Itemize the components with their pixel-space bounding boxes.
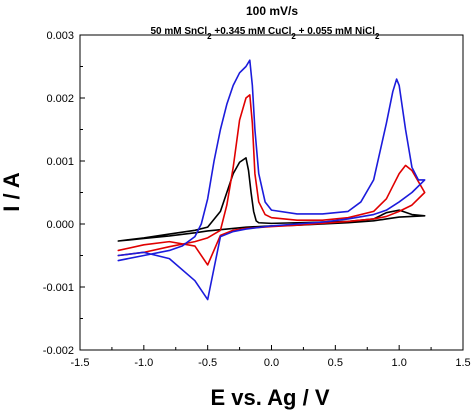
plot-area: -1.5 -1.0 -0.5 0.0 0.5 1.0 1.5 -0.002 -0.001 0.0…	[43, 30, 471, 369]
y-tick-label: 0.003	[46, 30, 74, 42]
x-tick-label: 1.5	[455, 357, 470, 369]
subtitle-part-1: 2	[207, 32, 212, 41]
x-tick-label: 1.0	[392, 357, 407, 369]
y-axis-label: I / A	[0, 172, 24, 212]
x-tick-label: 0.0	[264, 357, 279, 369]
subtitle-part-0: 50 mM SnCl	[150, 26, 207, 37]
series-line-1	[117, 94, 426, 266]
chart-title: 100 mV/s	[246, 4, 298, 18]
plot-frame	[79, 34, 464, 351]
series-layer	[117, 59, 426, 301]
subtitle-part-3: 2	[291, 32, 296, 41]
y-tick-label: -0.002	[43, 345, 74, 357]
subtitle-part-2: +0.345 mM CuCl	[212, 26, 292, 37]
y-tick-label: 0.000	[46, 219, 74, 231]
y-axis-ticks: -0.002 -0.001 0.000 0.001 0.002 0.003	[43, 30, 85, 357]
x-axis-ticks: -1.5 -1.0 -0.5 0.0 0.5 1.0 1.5	[71, 345, 471, 369]
subtitle-part-5: 2	[375, 32, 380, 41]
series-line-2	[117, 59, 426, 301]
x-tick-label: -1.5	[71, 357, 90, 369]
x-tick-label: -0.5	[198, 357, 217, 369]
x-tick-label: -1.0	[134, 357, 153, 369]
subtitle-part-4: + 0.055 mM NiCl	[296, 26, 375, 37]
x-tick-label: 0.5	[328, 357, 343, 369]
y-tick-label: 0.001	[46, 156, 74, 168]
x-axis-label: E vs. Ag / V	[210, 385, 329, 410]
y-tick-label: 0.002	[46, 93, 74, 105]
y-tick-label: -0.001	[43, 282, 74, 294]
chart-subtitle: 50 mM SnCl2 +0.345 mM CuCl2 + 0.055 mM N…	[150, 26, 380, 41]
series-line-0	[117, 157, 426, 242]
